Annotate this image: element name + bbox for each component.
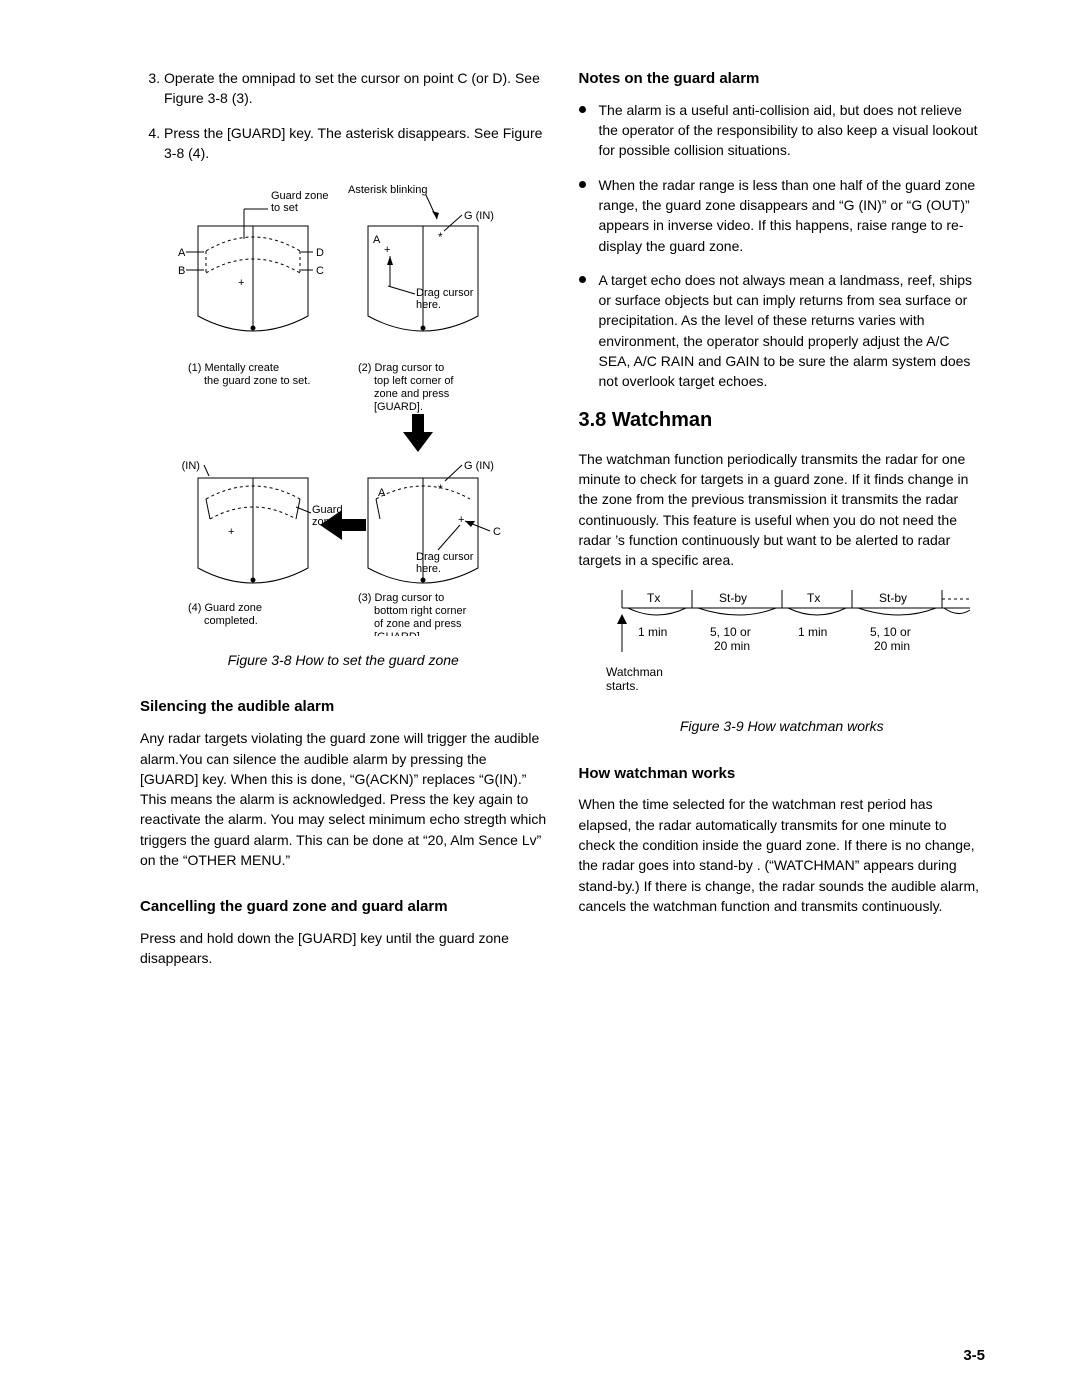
step-3: Operate the omnipad to set the cursor on… bbox=[164, 68, 547, 109]
svg-text:Guard zone: Guard zone bbox=[271, 190, 328, 202]
svg-text:Tx: Tx bbox=[647, 591, 660, 605]
svg-text:G (IN): G (IN) bbox=[464, 210, 494, 222]
svg-text:zone and press: zone and press bbox=[374, 388, 450, 400]
svg-text:1 min: 1 min bbox=[638, 625, 667, 639]
svg-text:C: C bbox=[316, 265, 324, 277]
svg-text:the guard zone to set.: the guard zone to set. bbox=[204, 375, 310, 387]
note-item: A target echo does not always mean a lan… bbox=[579, 270, 986, 392]
svg-text:(4) Guard zone: (4) Guard zone bbox=[188, 602, 262, 614]
how-works-heading: How watchman works bbox=[579, 763, 986, 785]
svg-text:+: + bbox=[228, 526, 234, 538]
note-item: When the radar range is less than one ha… bbox=[579, 175, 986, 256]
right-column: Notes on the guard alarm The alarm is a … bbox=[579, 68, 986, 1333]
svg-text:A: A bbox=[373, 234, 381, 246]
svg-text:5, 10 or: 5, 10 or bbox=[870, 625, 911, 639]
cancelling-paragraph: Press and hold down the [GUARD] key unti… bbox=[140, 928, 547, 969]
figure-3-9-caption: Figure 3-9 How watchman works bbox=[579, 716, 986, 736]
setup-steps: Operate the omnipad to set the cursor on… bbox=[140, 68, 547, 163]
svg-text:[GUARD].: [GUARD]. bbox=[374, 401, 423, 413]
svg-text:Watchman: Watchman bbox=[606, 665, 663, 679]
notes-list: The alarm is a useful anti-collision aid… bbox=[579, 100, 986, 392]
svg-text:Asterisk blinking: Asterisk blinking bbox=[348, 184, 427, 196]
svg-text:*: * bbox=[438, 482, 443, 496]
svg-text:1 min: 1 min bbox=[798, 625, 827, 639]
svg-text:starts.: starts. bbox=[606, 679, 639, 693]
svg-text:here.: here. bbox=[416, 299, 441, 311]
page-number: 3-5 bbox=[140, 1345, 985, 1367]
silencing-heading: Silencing the audible alarm bbox=[140, 696, 547, 718]
svg-text:(1) Mentally create: (1) Mentally create bbox=[188, 362, 279, 374]
svg-text:*: * bbox=[438, 230, 443, 244]
silencing-paragraph: Any radar targets violating the guard zo… bbox=[140, 728, 547, 870]
svg-text:top left corner of: top left corner of bbox=[374, 375, 454, 387]
notes-heading: Notes on the guard alarm bbox=[579, 68, 986, 90]
svg-text:20 min: 20 min bbox=[874, 639, 910, 653]
svg-text:+: + bbox=[384, 244, 390, 256]
svg-text:G (IN): G (IN) bbox=[464, 460, 494, 472]
figure-3-9: Tx St-by Tx St-by 1 min 5, 10 or bbox=[592, 582, 972, 702]
svg-text:Drag cursor: Drag cursor bbox=[416, 551, 474, 563]
section-heading: 3.8 Watchman bbox=[579, 406, 986, 435]
svg-text:[GUARD].: [GUARD]. bbox=[374, 631, 423, 636]
columns: Operate the omnipad to set the cursor on… bbox=[140, 68, 985, 1333]
svg-text:5, 10 or: 5, 10 or bbox=[710, 625, 751, 639]
figure-3-8-caption: Figure 3-8 How to set the guard zone bbox=[140, 650, 547, 670]
svg-text:(3) Drag cursor to: (3) Drag cursor to bbox=[358, 592, 444, 604]
step-4: Press the [GUARD] key. The asterisk disa… bbox=[164, 123, 547, 164]
svg-text:D: D bbox=[316, 247, 324, 259]
cancelling-heading: Cancelling the guard zone and guard alar… bbox=[140, 896, 547, 918]
svg-text:bottom right corner: bottom right corner bbox=[374, 605, 467, 617]
note-item: The alarm is a useful anti-collision aid… bbox=[579, 100, 986, 161]
left-column: Operate the omnipad to set the cursor on… bbox=[140, 68, 547, 1333]
svg-text:+: + bbox=[238, 277, 244, 289]
svg-text:St-by: St-by bbox=[719, 591, 747, 605]
svg-text:A: A bbox=[378, 487, 386, 499]
svg-text:G (IN): G (IN) bbox=[178, 460, 200, 472]
svg-text:B: B bbox=[178, 265, 185, 277]
page: Operate the omnipad to set the cursor on… bbox=[0, 0, 1080, 1397]
svg-text:(2) Drag cursor to: (2) Drag cursor to bbox=[358, 362, 444, 374]
svg-text:Tx: Tx bbox=[807, 591, 820, 605]
svg-text:of zone and press: of zone and press bbox=[374, 618, 462, 630]
figure-3-8: + Guard zone to set A B D C bbox=[178, 181, 508, 636]
how-works-paragraph: When the time selected for the watchman … bbox=[579, 794, 986, 916]
svg-text:St-by: St-by bbox=[879, 591, 907, 605]
watchman-intro: The watchman function periodically trans… bbox=[579, 449, 986, 571]
svg-text:to set: to set bbox=[271, 202, 298, 214]
svg-text:20 min: 20 min bbox=[714, 639, 750, 653]
svg-text:+: + bbox=[458, 514, 464, 526]
svg-text:completed.: completed. bbox=[204, 615, 258, 627]
svg-text:here.: here. bbox=[416, 563, 441, 575]
svg-text:C: C bbox=[493, 526, 501, 538]
svg-text:Drag cursor: Drag cursor bbox=[416, 287, 474, 299]
svg-text:A: A bbox=[178, 247, 186, 259]
